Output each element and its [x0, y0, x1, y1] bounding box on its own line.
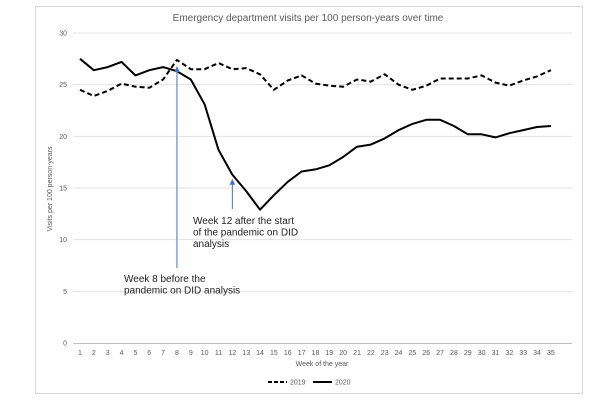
x-tick-label-30: 30 — [478, 350, 486, 357]
x-tick-label-15: 15 — [270, 350, 278, 357]
x-tick-label-29: 29 — [464, 350, 472, 357]
x-tick-label-23: 23 — [381, 350, 389, 357]
annotation-text-1-line-3: analysis — [193, 239, 229, 250]
x-tick-label-16: 16 — [284, 350, 292, 357]
legend: 2019 2020 — [268, 380, 351, 387]
x-tick-label-13: 13 — [242, 350, 250, 357]
x-tick-label-25: 25 — [409, 350, 417, 357]
y-tick-label-30: 30 — [59, 31, 67, 38]
series-line-2020 — [79, 58, 551, 211]
x-tick-label-18: 18 — [312, 350, 320, 357]
y-tick-labels: 0 5 10 15 20 25 30 — [59, 31, 67, 348]
x-tick-label-32: 32 — [505, 350, 513, 357]
y-tick-label-15: 15 — [59, 186, 67, 193]
x-tick-label-3: 3 — [106, 350, 110, 357]
annotation-text-2-line-1: Week 8 before the — [124, 274, 206, 285]
x-tick-label-26: 26 — [422, 350, 430, 357]
x-tick-label-17: 17 — [298, 350, 306, 357]
x-tick-label-28: 28 — [450, 350, 458, 357]
x-tick-label-1: 1 — [78, 350, 82, 357]
y-tick-label-0: 0 — [63, 341, 67, 348]
x-tick-label-8: 8 — [175, 350, 179, 357]
annotation-arrowhead-2 — [174, 66, 180, 73]
x-tick-label-4: 4 — [120, 350, 124, 357]
x-tick-label-7: 7 — [161, 350, 165, 357]
y-tick-label-10: 10 — [59, 237, 67, 244]
chart-title: Emergency department visits per 100 pers… — [173, 13, 444, 24]
x-tick-label-31: 31 — [492, 350, 500, 357]
x-tick-label-21: 21 — [353, 350, 361, 357]
legend-label-2020: 2020 — [335, 380, 351, 387]
annotation-text-1-line-1: Week 12 after the start — [193, 216, 294, 227]
x-tick-label-27: 27 — [436, 350, 444, 357]
x-tick-label-22: 22 — [367, 350, 375, 357]
annotation-arrowhead-1 — [229, 178, 236, 185]
chart-frame — [35, 6, 583, 394]
y-tick-label-5: 5 — [63, 289, 67, 296]
x-tick-label-5: 5 — [133, 350, 137, 357]
x-axis-title: Week of the year — [296, 361, 349, 368]
x-tick-label-19: 19 — [325, 350, 333, 357]
series-line-2019 — [79, 58, 552, 97]
x-tick-label-12: 12 — [228, 350, 236, 357]
legend-label-2019: 2019 — [290, 380, 306, 387]
annotation-text-1-line-2: of the pandemic on DID — [193, 228, 298, 239]
x-tick-label-35: 35 — [547, 350, 555, 357]
x-tick-label-9: 9 — [189, 350, 193, 357]
x-tick-label-20: 20 — [339, 350, 347, 357]
x-tick-label-24: 24 — [395, 350, 403, 357]
x-tick-label-34: 34 — [533, 350, 541, 357]
y-tick-label-25: 25 — [59, 82, 67, 89]
x-tick-labels: 1 2 3 4 5 6 7 8 9 10 11 12 13 14 15 16 17 18 19 20 21 22 23 24 2… — [78, 350, 555, 357]
x-tick-label-6: 6 — [147, 350, 151, 357]
x-tick-label-2: 2 — [92, 350, 96, 357]
annotation-text-2-line-2: pandemic on DID analysis — [124, 286, 240, 297]
series-group — [79, 58, 552, 211]
x-tick-label-14: 14 — [256, 350, 264, 357]
y-axis-title: Visits per 100 person-years — [47, 146, 54, 232]
x-tick-label-10: 10 — [201, 350, 209, 357]
x-tick-label-11: 11 — [215, 350, 222, 357]
x-tick-label-33: 33 — [519, 350, 527, 357]
y-tick-label-20: 20 — [59, 134, 67, 141]
